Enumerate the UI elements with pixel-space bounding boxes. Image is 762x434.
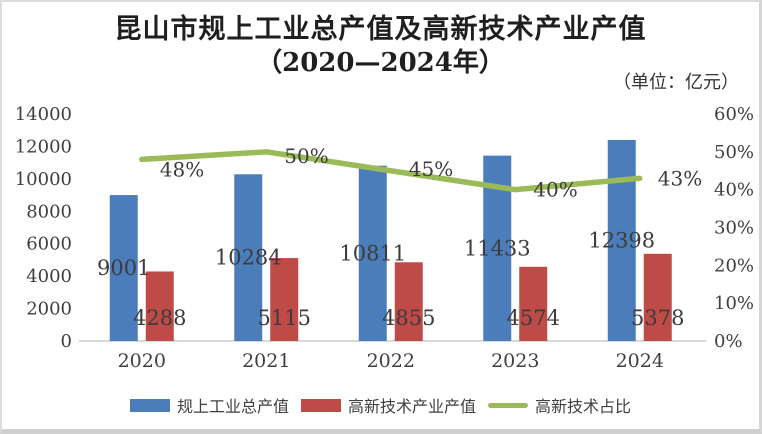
bar-label-industrial-output: 10284 xyxy=(215,246,282,270)
unit-note: （单位：亿元） xyxy=(613,72,739,93)
bar-label-hightech-output: 4288 xyxy=(133,306,186,330)
bar-label-industrial-output: 9001 xyxy=(97,256,150,280)
left-axis-tick: 12000 xyxy=(15,136,72,157)
chart-legend: 规上工业总产值 高新技术产业产值 高新技术占比 xyxy=(2,393,759,417)
bar-hightech-output xyxy=(145,271,174,341)
bar-label-hightech-output: 4855 xyxy=(382,306,435,330)
legend-label-industrial-output: 规上工业总产值 xyxy=(176,397,289,416)
left-axis-tick: 2000 xyxy=(26,299,72,320)
chart-title-line2: （2020—2024年） xyxy=(256,48,505,79)
right-axis-tick: 0% xyxy=(714,331,743,352)
x-axis-label: 2021 xyxy=(242,350,290,372)
left-axis-tick: 10000 xyxy=(15,169,72,190)
bar-hightech-output xyxy=(394,262,423,341)
left-axis-tick: 14000 xyxy=(15,104,72,125)
x-axis-label: 2023 xyxy=(491,350,539,372)
right-axis-tick: 30% xyxy=(714,218,754,239)
right-axis-tick: 60% xyxy=(714,104,754,125)
bar-hightech-output xyxy=(270,258,299,341)
bar-label-hightech-output: 4574 xyxy=(507,306,560,330)
left-axis-tick: 6000 xyxy=(26,234,72,255)
legend-swatch-red-bar xyxy=(300,398,341,412)
bar-hightech-output xyxy=(519,266,548,341)
legend-item-industrial-output: 规上工业总产值 xyxy=(129,393,289,417)
right-axis-tick: 20% xyxy=(714,255,754,276)
bar-hightech-output xyxy=(643,253,672,341)
right-axis-tick: 40% xyxy=(714,180,754,201)
left-axis-tick: 4000 xyxy=(26,266,72,287)
right-axis-tick: 50% xyxy=(714,142,754,163)
legend-item-hightech-share: 高新技术占比 xyxy=(488,393,631,417)
legend-label-hightech-share: 高新技术占比 xyxy=(535,397,632,416)
line-label-hightech-share: 48% xyxy=(160,157,204,181)
bar-label-industrial-output: 10811 xyxy=(339,241,406,265)
legend-swatch-green-line xyxy=(488,402,528,408)
right-axis-tick: 10% xyxy=(714,293,754,314)
line-label-hightech-share: 45% xyxy=(409,157,453,181)
left-axis-tick: 0 xyxy=(61,331,72,352)
x-axis-label: 2020 xyxy=(118,350,166,372)
legend-swatch-blue-bar xyxy=(129,398,170,412)
bar-label-industrial-output: 12398 xyxy=(588,228,655,252)
bar-label-hightech-output: 5115 xyxy=(258,306,311,330)
bar-label-hightech-output: 5378 xyxy=(631,306,684,330)
legend-label-hightech-output: 高新技术产业产值 xyxy=(347,397,476,416)
line-label-hightech-share: 40% xyxy=(533,178,577,202)
line-hightech-share xyxy=(139,149,643,193)
bar-industrial-output xyxy=(109,195,138,341)
x-axis-label: 2024 xyxy=(616,350,664,372)
bar-industrial-output xyxy=(607,139,636,341)
bar-industrial-output xyxy=(234,174,263,341)
bar-label-industrial-output: 11433 xyxy=(464,236,531,260)
bar-industrial-output xyxy=(358,165,387,341)
line-label-hightech-share: 43% xyxy=(658,166,702,190)
x-axis-label: 2022 xyxy=(367,350,415,372)
line-label-hightech-share: 50% xyxy=(284,144,328,168)
chart-title-line1: 昆山市规上工业总产值及高新技术产业产值 xyxy=(114,14,647,45)
chart-title: 昆山市规上工业总产值及高新技术产业产值 （2020—2024年） xyxy=(2,14,759,80)
legend-item-hightech-output: 高新技术产业产值 xyxy=(300,393,476,417)
left-axis-tick: 8000 xyxy=(26,201,72,222)
